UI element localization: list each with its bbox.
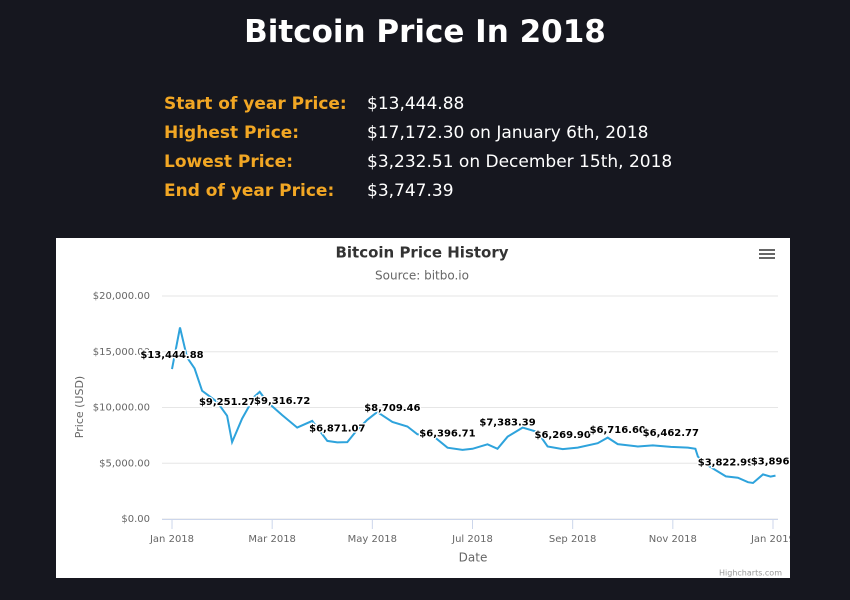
y-tick-label: $15,000.00 bbox=[93, 347, 150, 358]
data-label: $9,316.72 bbox=[254, 396, 310, 407]
x-axis-title: Date bbox=[459, 551, 488, 565]
y-tick-label: $10,000.00 bbox=[93, 403, 150, 414]
stat-value: $17,172.30 on January 6th, 2018 bbox=[367, 123, 649, 143]
x-tick-label: Jan 2018 bbox=[149, 534, 194, 545]
x-tick-label: Sep 2018 bbox=[549, 534, 596, 545]
stat-value: $13,444.88 bbox=[367, 94, 465, 114]
price-line bbox=[171, 327, 776, 485]
data-label: $6,269.90 bbox=[534, 430, 590, 441]
credit: Highcharts.com bbox=[719, 569, 782, 578]
stat-value: $3,747.39 bbox=[367, 181, 454, 201]
data-label: $6,871.07 bbox=[309, 423, 365, 434]
data-label: $13,444.88 bbox=[140, 350, 203, 361]
x-tick-label: Jan 2019 bbox=[750, 534, 790, 545]
y-tick-label: $0.00 bbox=[121, 514, 150, 525]
stat-label: Highest Price: bbox=[164, 123, 300, 143]
stat-label: Lowest Price: bbox=[164, 152, 293, 172]
data-label: $6,396.71 bbox=[419, 429, 475, 440]
x-tick-label: Nov 2018 bbox=[649, 534, 697, 545]
data-label: $7,383.39 bbox=[479, 418, 535, 429]
page-title: Bitcoin Price In 2018 bbox=[244, 14, 606, 50]
data-label: $3,896.2 bbox=[751, 457, 790, 468]
menu-button[interactable] bbox=[759, 249, 775, 259]
y-tick-label: $5,000.00 bbox=[99, 458, 150, 469]
x-tick-label: Mar 2018 bbox=[248, 534, 296, 545]
chart-title: Bitcoin Price History bbox=[335, 244, 508, 262]
data-label: $9,251.27 bbox=[199, 397, 255, 408]
stat-label: Start of year Price: bbox=[164, 94, 347, 114]
y-axis-title: Price (USD) bbox=[73, 376, 86, 438]
data-label: $3,822.99 bbox=[698, 457, 754, 468]
stat-label: End of year Price: bbox=[164, 181, 335, 201]
y-tick-label: $20,000.00 bbox=[93, 291, 150, 302]
chart: Bitcoin Price History Source: bitbo.io D… bbox=[56, 238, 790, 578]
data-label: $6,462.77 bbox=[643, 428, 699, 439]
data-label: $8,709.46 bbox=[364, 403, 420, 414]
x-tick-label: Jul 2018 bbox=[451, 534, 493, 545]
x-tick-label: May 2018 bbox=[348, 534, 397, 545]
chart-subtitle: Source: bitbo.io bbox=[375, 269, 469, 283]
stat-value: $3,232.51 on December 15th, 2018 bbox=[367, 152, 673, 172]
data-label: $6,716.60 bbox=[590, 425, 646, 436]
